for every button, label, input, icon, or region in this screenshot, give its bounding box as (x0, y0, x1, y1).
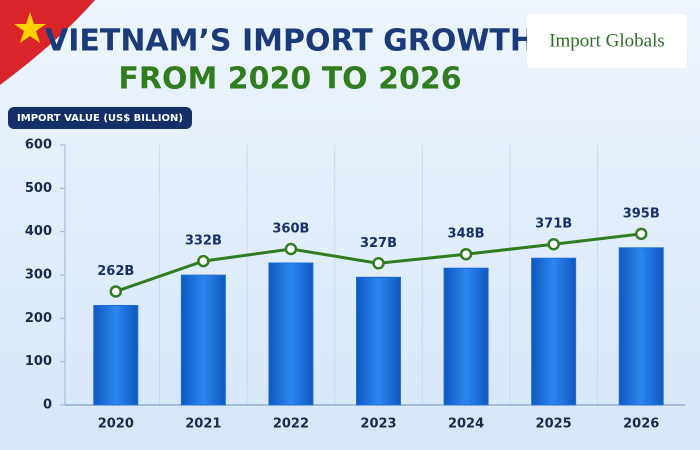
point (109, 285, 123, 298)
y-tick-label: 0 (43, 398, 52, 413)
bar (268, 262, 314, 406)
bar (618, 247, 664, 406)
point (197, 254, 210, 268)
point (634, 227, 648, 241)
bar (531, 257, 577, 406)
bar (356, 276, 401, 406)
x-tick-label: 2025 (536, 417, 572, 432)
x-tick-label: 2021 (185, 417, 221, 432)
point (459, 247, 473, 261)
bar (443, 267, 489, 406)
y-tick-label: 400 (25, 224, 52, 239)
y-tick-label: 600 (25, 138, 52, 153)
y-axis-label: IMPORT VALUE (US$ BILLION) (17, 113, 183, 124)
x-tick-label: 2023 (360, 417, 396, 432)
chart-title: VIETNAM’S IMPORT GROWTH (45, 24, 535, 59)
point (547, 237, 560, 251)
value-label: 371B (535, 217, 572, 232)
y-tick-label: 200 (25, 311, 52, 326)
x-tick-label: 2022 (273, 417, 309, 432)
value-label: 360B (272, 222, 309, 237)
flag (0, 0, 95, 85)
point (372, 257, 385, 270)
value-label: 332B (185, 234, 222, 249)
bar (180, 274, 226, 406)
value-label: 327B (360, 236, 397, 251)
y-tick-label: 100 (25, 354, 52, 369)
x-tick-label: 2024 (448, 417, 484, 432)
point (284, 242, 298, 256)
logo: Import Globals (549, 30, 665, 51)
x-tick-label: 2020 (98, 417, 134, 432)
logo-box (527, 14, 687, 68)
flag-star (14, 12, 46, 43)
value-label: 348B (448, 227, 485, 242)
value-label: 395B (623, 206, 660, 221)
chart-subtitle: FROM 2020 TO 2026 (118, 62, 461, 97)
bar (93, 304, 139, 406)
value-label: 262B (97, 264, 134, 279)
y-tick-label: 500 (25, 181, 52, 196)
y-label-box (8, 107, 192, 129)
x-tick-label: 2026 (623, 417, 659, 432)
y-tick-label: 300 (25, 268, 52, 283)
